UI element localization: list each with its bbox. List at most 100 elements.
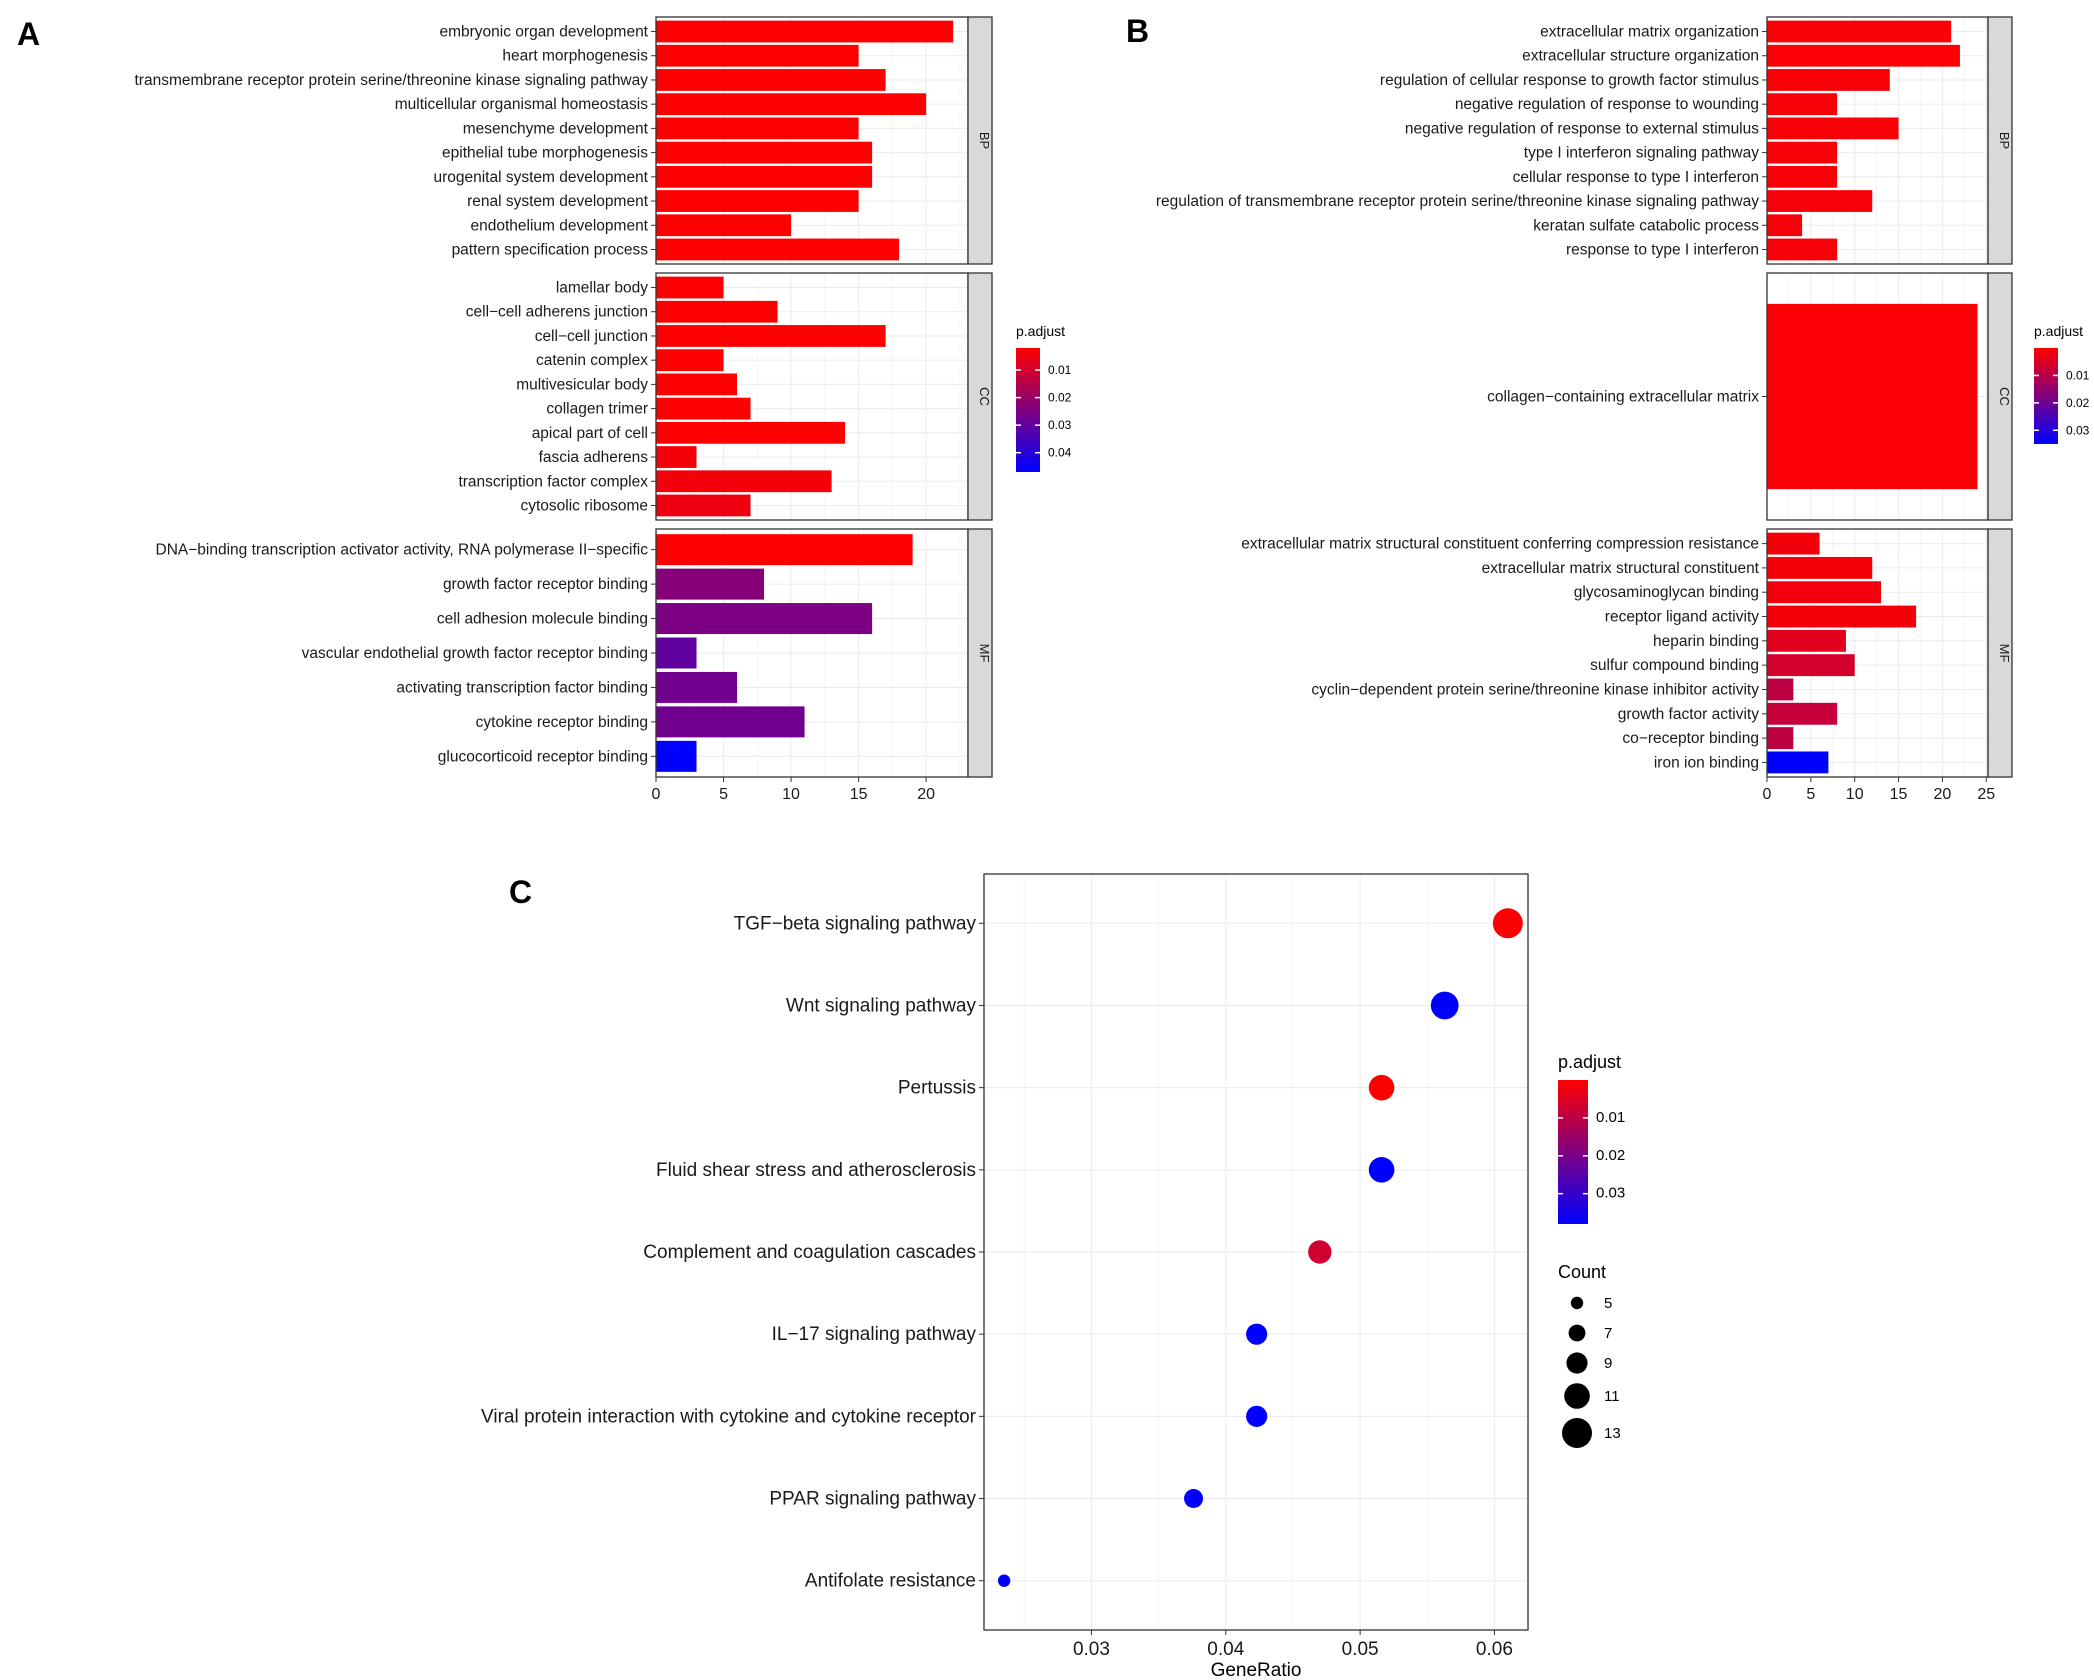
chart-b-bar [1767,654,1855,677]
chart-a-bar [656,421,846,444]
chart-c-colorbar-tick-label: 0.03 [1596,1185,1625,1202]
chart-b-category-label: extracellular matrix organization [1540,24,1759,41]
chart-b-bar [1767,629,1846,652]
chart-c-point [1184,1489,1204,1509]
chart-b-facet-strip-label: CC [1997,387,2012,406]
chart-a-category-label: cell−cell junction [535,328,648,345]
chart-b-x-tick-label: 0 [1763,786,1772,803]
chart-a-category-label: fascia adherens [539,449,649,466]
chart-b-colorbar-tick-label: 0.03 [2066,423,2090,437]
chart-a-x-tick-label: 10 [782,786,800,803]
chart-c-size-legend-label: 13 [1604,1425,1621,1442]
chart-c-x-tick-label: 0.06 [1476,1639,1513,1660]
chart-a-category-label: pattern specification process [452,241,649,258]
chart-a-bar [656,671,738,703]
chart-a-category-label: cytosolic ribosome [521,497,649,514]
chart-c-category-label: Antifolate resistance [805,1571,976,1592]
chart-c-point [1246,1405,1268,1427]
chart-a-category-label: urogenital system development [433,169,648,186]
chart-b-legend: p.adjust 0.01 0.02 0.03 [2034,323,2090,444]
chart-b-legend-title: p.adjust [2034,323,2083,339]
chart-b-category-label: extracellular matrix structural constitu… [1482,560,1760,577]
chart-a-category-label: embryonic organ development [439,24,648,41]
chart-c-size-legend-title: Count [1558,1262,1606,1282]
chart-b-category-label: growth factor activity [1618,706,1760,723]
chart-c-point [1368,1074,1395,1101]
chart-b-bar [1767,532,1820,555]
chart-b-colorbar-tick-label: 0.01 [2066,368,2090,382]
chart-a-bar [656,69,886,91]
chart-a-bar [656,44,859,67]
chart-a-bar [656,276,724,299]
chart-a-x-tick-label: 5 [719,786,728,803]
panel-label-a: A [17,16,40,52]
chart-b-bar [1767,190,1873,212]
chart-a-facet-strip-label: BP [977,132,992,149]
chart-a-facet-strip-label: MF [977,644,992,663]
chart-c-category-label: Fluid shear stress and atherosclerosis [656,1160,976,1181]
chart-b-category-label: co−receptor binding [1622,730,1759,747]
chart-a-category-label: cell−cell adherens junction [466,304,648,321]
chart-a-legend: p.adjust 0.01 0.02 0.03 0.04 [1016,323,1072,472]
chart-b-category-label: collagen−containing extracellular matrix [1487,389,1759,406]
chart-c-size-legend-dot [1568,1324,1586,1342]
chart-a-category-label: mesenchyme development [463,120,649,137]
chart-b-category-label: cyclin−dependent protein serine/threonin… [1311,681,1759,698]
chart-a-facet-strip [967,16,993,265]
panel-label-b: B [1126,13,1149,49]
chart-c-point [1368,1157,1395,1183]
chart-a-facet-strip [967,272,993,521]
chart-a-bar [656,470,832,493]
chart-a-bar [656,349,724,372]
chart-b-bar [1767,702,1838,725]
chart-a-x-tick-label: 15 [850,786,868,803]
chart-b-category-label: iron ion binding [1654,754,1759,771]
chart-a-category-label: endothelium development [470,217,648,234]
chart-c-category-label: PPAR signaling pathway [769,1489,976,1510]
chart-b-category-label: regulation of transmembrane receptor pro… [1156,193,1759,210]
chart-a-bar [656,494,751,517]
chart-b-bar [1767,605,1917,628]
chart-c-x-tick-label: 0.04 [1207,1639,1244,1660]
chart-b-x-tick-label: 10 [1846,786,1864,803]
chart-b-category-label: response to type I interferon [1566,241,1759,258]
chart-a-bar [656,446,697,468]
chart-c-point [1246,1323,1268,1345]
chart-b-category-label: receptor ligand activity [1605,609,1759,626]
chart-b-colorbar-tick-label: 0.02 [2066,396,2090,410]
chart-c-legend-title: p.adjust [1558,1052,1621,1072]
chart-b-bar [1767,20,1952,43]
chart-b-bar [1767,141,1838,164]
chart-b-bar [1767,556,1873,579]
chart-b-category-label: cellular response to type I interferon [1513,169,1759,186]
chart-c-category-label: Viral protein interaction with cytokine … [481,1406,977,1427]
chart-c-x-tick-label: 0.05 [1342,1639,1379,1660]
chart-a-bar [656,397,751,420]
chart-c-size-legend-dot [1570,1296,1584,1310]
chart-b-facet-strip-label: BP [1997,132,2012,149]
chart-a-bar [656,637,697,669]
chart-a-category-label: epithelial tube morphogenesis [442,145,648,162]
chart-a-category-label: cell adhesion molecule binding [437,611,648,628]
chart-a-legend-title: p.adjust [1016,323,1065,339]
chart-a-bar [656,165,873,188]
chart-a-bar [656,141,873,164]
chart-a-category-label: multicellular organismal homeostasis [395,96,649,113]
chart-b-x-tick-label: 15 [1890,786,1908,803]
chart-b-category-label: negative regulation of response to exter… [1405,120,1759,137]
chart-c-point [1308,1240,1332,1264]
chart-a-category-label: multivesicular body [516,376,648,393]
chart-c-x-axis-title: GeneRatio [1211,1660,1302,1680]
chart-a-bar [656,190,859,212]
chart-b-category-label: sulfur compound binding [1590,657,1759,674]
chart-c-size-legend-label: 7 [1604,1325,1612,1342]
chart-c-x-tick-label: 0.03 [1073,1639,1110,1660]
chart-a-category-label: DNA−binding transcription activator acti… [156,542,649,559]
chart-b-facet-strip [1987,528,2013,778]
chart-a-category-label: cytokine receptor binding [476,714,648,731]
chart-c-colorbar [1558,1080,1588,1224]
chart-b-category-label: glycosaminoglycan binding [1574,584,1759,601]
chart-c-size-legend: Count 5 7 9 11 13 [1558,1262,1621,1448]
chart-b-x-tick-label: 25 [1977,786,1995,803]
chart-a-bar [656,534,913,566]
